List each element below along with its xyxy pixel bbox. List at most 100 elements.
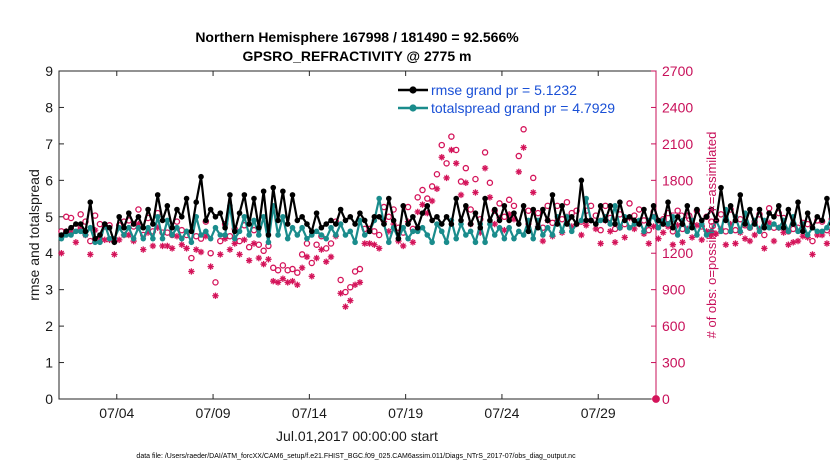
spread-point bbox=[280, 213, 286, 220]
rmse-point bbox=[698, 217, 705, 224]
obs-possible-marker bbox=[269, 264, 277, 272]
obs-assimilated-marker bbox=[462, 179, 470, 186]
spread-point bbox=[159, 235, 166, 242]
obs-assimilated-marker bbox=[168, 245, 176, 252]
spread-point bbox=[771, 221, 777, 227]
obs-possible-marker bbox=[717, 211, 725, 218]
spread-point bbox=[795, 228, 801, 235]
y-left-tick-label: 2 bbox=[45, 318, 53, 334]
obs-possible-marker bbox=[236, 237, 243, 245]
obs-possible-marker bbox=[674, 207, 681, 214]
rmse-point bbox=[203, 217, 209, 224]
rmse-point bbox=[641, 206, 647, 213]
rmse-point bbox=[756, 206, 763, 213]
rmse-point bbox=[723, 217, 729, 224]
rmse-point bbox=[294, 217, 301, 224]
obs-assimilated-marker bbox=[279, 275, 287, 282]
obs-possible-marker bbox=[289, 265, 296, 273]
obs-assimilated-marker bbox=[520, 144, 527, 151]
obs-possible-marker bbox=[438, 141, 446, 149]
spread-point bbox=[174, 224, 180, 231]
spread-point bbox=[511, 235, 517, 242]
rmse-point bbox=[275, 217, 281, 224]
rmse-point bbox=[227, 192, 233, 198]
spread-point bbox=[323, 235, 330, 242]
rmse-point bbox=[766, 210, 772, 216]
rmse-point bbox=[482, 195, 488, 202]
obs-possible-marker bbox=[294, 269, 301, 276]
obs-assimilated-marker bbox=[414, 208, 421, 216]
rmse-point bbox=[337, 206, 344, 213]
y-right-tick-label: 2700 bbox=[662, 63, 693, 79]
obs-assimilated-marker bbox=[746, 237, 754, 245]
rmse-point bbox=[732, 217, 739, 224]
obs-assimilated-marker bbox=[140, 246, 147, 253]
rmse-point bbox=[188, 228, 195, 235]
obs-possible-marker bbox=[433, 171, 441, 178]
obs-possible-marker bbox=[337, 276, 344, 284]
rmse-point bbox=[487, 217, 493, 224]
rmse-point bbox=[73, 221, 79, 227]
spread-point bbox=[178, 235, 185, 242]
obs-assimilated-marker bbox=[294, 281, 301, 289]
x-tick-label: 07/09 bbox=[196, 405, 231, 421]
obs-assimilated-marker bbox=[582, 222, 590, 229]
rmse-point bbox=[655, 217, 662, 224]
spread-point bbox=[217, 232, 224, 238]
rmse-point bbox=[150, 221, 156, 227]
rmse-point bbox=[405, 221, 411, 227]
rmse-point bbox=[800, 228, 806, 235]
rmse-point bbox=[429, 217, 435, 224]
obs-assimilated-marker bbox=[72, 239, 80, 246]
legend-marker-rmse bbox=[409, 86, 417, 94]
spread-point bbox=[515, 228, 522, 235]
obs-possible-marker bbox=[67, 214, 75, 222]
spread-point bbox=[463, 232, 469, 238]
rmse-point bbox=[626, 213, 633, 220]
obs-possible-marker bbox=[828, 216, 830, 222]
legend: rmse grand pr = 5.1232 totalspread grand… bbox=[398, 82, 615, 116]
x-tick-label: 07/24 bbox=[484, 405, 519, 421]
rmse-point bbox=[193, 199, 200, 205]
obs-possible-marker bbox=[419, 186, 426, 194]
obs-possible-marker bbox=[510, 202, 518, 210]
spread-point bbox=[501, 235, 508, 242]
rmse-point bbox=[463, 203, 469, 209]
spread-point bbox=[804, 232, 811, 238]
obs-assimilated-marker bbox=[741, 235, 749, 242]
obs-assimilated-marker bbox=[327, 253, 335, 261]
spread-point bbox=[251, 217, 257, 224]
obs-assimilated-marker bbox=[688, 234, 696, 241]
y-right-tick-label: 1200 bbox=[662, 245, 693, 261]
obs-assimilated-marker bbox=[250, 240, 258, 247]
rmse-point bbox=[525, 228, 532, 235]
rmse-point bbox=[434, 213, 440, 220]
spread-point bbox=[385, 239, 392, 246]
spread-point bbox=[819, 228, 825, 235]
obs-possible-marker bbox=[765, 205, 773, 212]
obs-possible-marker bbox=[443, 160, 450, 167]
spread-point bbox=[183, 228, 190, 235]
spread-point bbox=[154, 213, 161, 220]
obs-assimilated-marker bbox=[366, 240, 373, 247]
rmse-point bbox=[443, 213, 450, 220]
obs-assimilated-marker bbox=[809, 251, 816, 258]
obs-possible-marker bbox=[298, 251, 306, 258]
rmse-point bbox=[376, 213, 382, 220]
obs-assimilated-marker bbox=[452, 160, 460, 167]
obs-assimilated-marker bbox=[712, 230, 720, 237]
spread-point bbox=[294, 232, 301, 238]
rmse-point bbox=[645, 221, 652, 227]
rmse-point bbox=[761, 224, 768, 231]
spread-point bbox=[212, 224, 219, 231]
rmse-point bbox=[819, 217, 825, 224]
obs-assimilated-marker bbox=[197, 248, 205, 256]
spread-point bbox=[77, 228, 84, 235]
rmse-point bbox=[775, 203, 782, 209]
rmse-point bbox=[718, 184, 724, 191]
obs-possible-marker bbox=[486, 179, 494, 187]
obs-assimilated-marker bbox=[428, 197, 436, 205]
spread-point bbox=[424, 232, 431, 238]
obs-assimilated-marker bbox=[58, 250, 65, 257]
rmse-point bbox=[554, 221, 561, 227]
